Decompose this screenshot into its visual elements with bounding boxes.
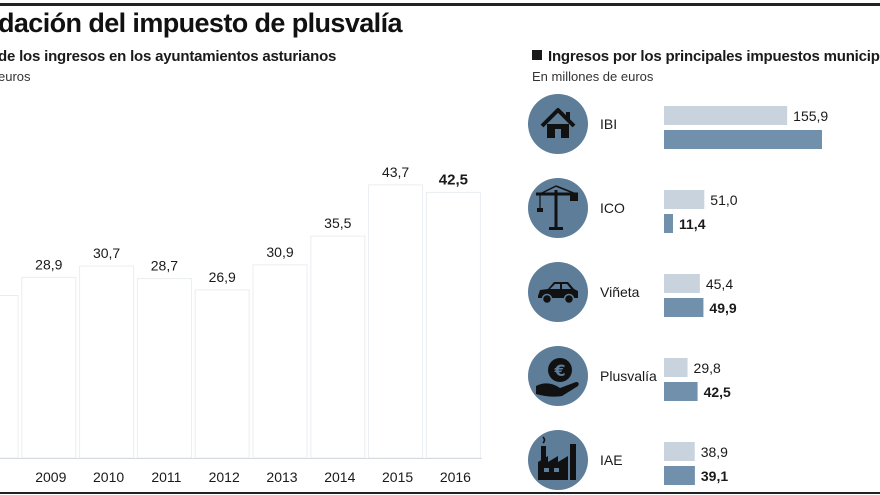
bar-value-label: 38,9 — [701, 444, 728, 460]
tax-label: Viñeta — [600, 284, 640, 300]
bar-light-Viñeta — [664, 274, 700, 293]
bar-dark-ICO — [664, 214, 674, 233]
year-tick-label: 2011 — [151, 469, 181, 485]
left-chart-svg: 6828,9200930,7201028,7201126,9201230,920… — [0, 164, 482, 485]
bar-value-label: 11,4 — [679, 216, 706, 232]
bar-2015 — [368, 184, 424, 459]
right-chart-svg: IBI 155,9 ICO 51,011,4 Viñeta 45,4 49,9 € Plusva… — [528, 94, 828, 490]
bar-dark-IBI — [664, 130, 822, 149]
bar-2012 — [194, 289, 250, 459]
right-chart-unit: En millones de euros — [532, 69, 654, 84]
bar-light-IAE — [664, 442, 695, 461]
right-chart-subtitle: Ingresos por los principales impuestos m… — [548, 48, 880, 65]
bar-light-Plusvalía — [664, 358, 688, 377]
municipal-taxes-chart: IBI 155,9 ICO 51,0 11,4 Viñeta 45,4 49,9 € Plusva… — [522, 88, 880, 492]
top-rule — [0, 3, 880, 6]
bar-2010 — [79, 265, 135, 459]
house-icon — [540, 108, 576, 138]
year-tick-label: 2013 — [266, 469, 297, 485]
bar-value-label: 43,7 — [382, 164, 409, 180]
bar-value-label: 42,5 — [439, 171, 468, 188]
tax-label: IAE — [600, 452, 623, 468]
square-bullet-icon — [532, 50, 542, 60]
year-tick-label: 2012 — [209, 469, 240, 485]
bar-light-IBI — [664, 106, 788, 125]
year-tick-label: 2009 — [35, 469, 66, 485]
bar-value-label: 28,7 — [151, 258, 178, 274]
factory-icon — [538, 436, 576, 480]
bar-value-label: 30,9 — [266, 244, 293, 260]
year-tick-label: 2014 — [324, 469, 355, 485]
bar-value-label: 29,8 — [694, 360, 721, 376]
bar-value-label: 42,5 — [704, 384, 731, 400]
tax-label: IBI — [600, 116, 617, 132]
euro-coin-hand-icon: € — [536, 358, 579, 397]
crane-icon — [536, 185, 578, 230]
bar-value-label: 51,0 — [710, 192, 737, 208]
left-chart-subtitle: de los ingresos en los ayuntamientos ast… — [0, 48, 337, 65]
year-tick-label: 2016 — [440, 469, 471, 485]
tax-label: ICO — [600, 200, 625, 216]
bar-value-label: 26,9 — [209, 269, 236, 285]
bar-2009 — [21, 276, 77, 459]
bar-value-label: 39,1 — [701, 468, 728, 484]
svg-text:€: € — [553, 361, 565, 380]
car-icon — [538, 282, 578, 305]
year-tick-label: 2010 — [93, 469, 124, 485]
bar-2008 — [0, 295, 19, 459]
right-chart-heading: Ingresos por los principales impuestos m… — [532, 48, 880, 65]
bar-value-label: 30,7 — [93, 245, 120, 261]
infographic-title: dación del impuesto de plusvalía — [0, 8, 403, 38]
bar-value-label: 28,9 — [35, 256, 62, 272]
bar-2014 — [310, 235, 366, 459]
bottom-rule — [0, 492, 880, 494]
bar-value-label: 49,9 — [709, 300, 736, 316]
bar-2013 — [252, 264, 308, 459]
bar-dark-Viñeta — [664, 298, 704, 317]
bar-value-label: 45,4 — [706, 276, 733, 292]
bar-2011 — [136, 278, 192, 459]
left-chart-unit: euros — [0, 69, 31, 84]
plusvalia-yearly-chart: VENDE SE VENDE 6828,9200930,7201028,7201… — [0, 88, 482, 492]
year-tick-label: 2015 — [382, 469, 413, 485]
tax-label: Plusvalía — [600, 368, 657, 384]
bar-dark-Plusvalía — [664, 382, 698, 401]
bar-2016 — [425, 191, 481, 459]
bar-value-label: 35,5 — [324, 215, 351, 231]
bar-value-label: 155,9 — [793, 108, 828, 124]
bar-light-ICO — [664, 190, 705, 209]
bar-dark-IAE — [664, 466, 695, 485]
